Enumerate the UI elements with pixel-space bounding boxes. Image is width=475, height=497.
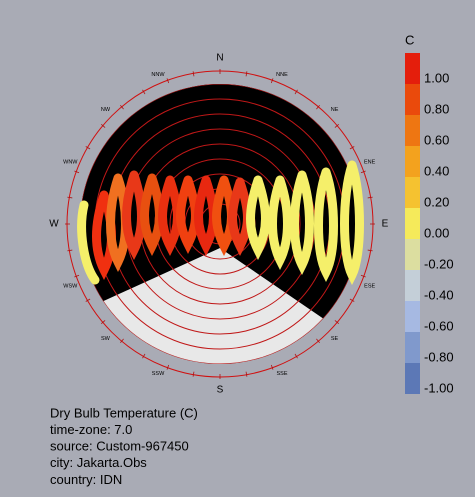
legend-title: C [405,32,414,47]
legend-label: 0.00 [424,225,449,240]
sun-loop [340,160,364,286]
legend-label: 0.20 [424,194,449,209]
legend-swatch [405,270,420,301]
legend-label: -0.40 [424,287,454,302]
tick [67,196,73,199]
tick [270,78,274,84]
legend-swatch [405,363,420,394]
info-text: Dry Bulb Temperature (C) time-zone: 7.0 so… [50,405,198,486]
tick [334,320,339,324]
tick [142,353,146,359]
tick [166,78,170,84]
compass-minor: ENE [364,159,376,165]
sun-loop [122,170,146,261]
compass-minor: SE [331,336,339,342]
sun-loop [77,200,100,285]
info-line: time-zone: 7.0 [50,422,132,437]
sun-loop [176,175,200,255]
compass-major: S [217,385,224,396]
sun-loop [290,170,314,276]
compass-minor: WSW [63,283,78,289]
legend-swatch [405,115,420,146]
legend-swatch [405,301,420,332]
tick [245,71,248,77]
sun-loop [158,175,182,257]
compass-minor: SSE [276,371,287,377]
legend-swatch [405,332,420,363]
tick [192,371,195,377]
legend-label: -1.00 [424,380,454,395]
compass-minor: NW [101,107,111,113]
tick [192,71,195,77]
info-line: country: IDN [50,472,122,487]
legend-swatch [405,84,420,115]
tick [142,89,146,95]
tick [85,146,91,150]
legend-label: 0.60 [424,132,449,147]
compass-major: E [382,219,389,230]
compass-major: W [49,219,59,230]
sun-loop [246,175,270,261]
tick [270,364,274,370]
legend-label: -0.80 [424,349,454,364]
legend-swatch [405,208,420,239]
sun-loop [314,167,338,283]
legend: C 1.00 0.80 0.60 0.40 0.20 0.00 -0.20 -0.40 -0.60… [405,32,454,395]
legend-swatch [405,53,420,84]
tick [349,298,355,302]
tick [101,124,106,128]
compass-minor: NNE [276,72,288,78]
tick [367,196,373,199]
compass-minor: NE [331,107,339,113]
tick [316,338,320,343]
sun-positions [77,160,364,286]
sun-loop [140,173,164,257]
compass-minor: NNW [151,72,165,78]
legend-label: 0.80 [424,101,449,116]
tick [349,146,355,150]
tick [294,353,298,359]
tick [120,105,124,110]
tick [294,89,298,95]
tick [334,124,339,128]
tick [360,170,366,174]
tick [166,364,170,370]
sun-loop [228,177,252,257]
tick [245,371,248,377]
tick [74,274,80,278]
legend-swatch [405,146,420,177]
tick [85,298,91,302]
info-line: Dry Bulb Temperature (C) [50,405,198,420]
legend-swatch [405,239,420,270]
legend-label: -0.60 [424,318,454,333]
sun-loop [194,175,218,257]
info-line: source: Custom-967450 [50,439,189,454]
compass-minor: SSW [152,371,165,377]
legend-label: 1.00 [424,70,449,85]
tick [360,274,366,278]
sun-loop [268,175,292,271]
compass-minor: SW [101,336,111,342]
info-line: city: Jakarta.Obs [50,455,147,470]
compass-minor: ESE [364,283,375,289]
tick [120,338,124,343]
legend-label: 0.40 [424,163,449,178]
tick [67,249,73,252]
shade-sector [80,248,360,364]
tick [101,320,106,324]
tick [316,105,320,110]
compass-ticks [65,69,375,379]
legend-label: -0.20 [424,256,454,271]
tick [74,170,80,174]
tick [367,249,373,252]
legend-swatch [405,177,420,208]
compass-major: N [216,53,223,64]
compass-minor: WNW [63,159,78,165]
